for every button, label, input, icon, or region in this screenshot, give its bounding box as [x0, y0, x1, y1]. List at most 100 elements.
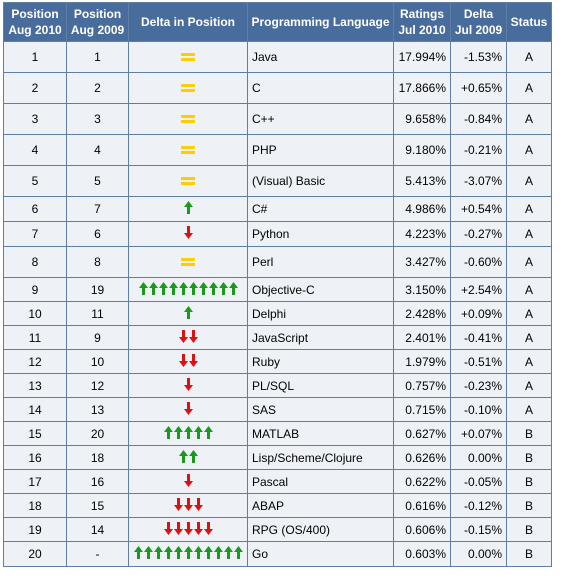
green-up-arrow-icon: [173, 546, 183, 559]
cell-language-link[interactable]: Ruby: [248, 350, 393, 373]
equal-sign-icon: [181, 146, 195, 154]
equal-sign-icon: [181, 258, 195, 266]
header-programming-language[interactable]: Programming Language: [248, 3, 393, 41]
equal-sign-icon: [181, 115, 195, 123]
position-change-indicator: [178, 353, 198, 367]
cell-position-2010: 15: [4, 422, 66, 445]
cell-position-2009: 10: [67, 350, 128, 373]
table-row: 3 3 C++ 9.658% -0.84% A: [4, 104, 551, 134]
green-up-arrow-icon: [198, 281, 208, 295]
cell-delta-position: [129, 350, 247, 373]
cell-position-2009: 15: [67, 494, 128, 517]
cell-position-2010: 8: [4, 247, 66, 277]
cell-language-link[interactable]: PL/SQL: [248, 374, 393, 397]
cell-position-2009: 11: [67, 302, 128, 325]
cell-position-2009: 18: [67, 446, 128, 469]
cell-ratings: 0.757%: [394, 374, 450, 397]
red-down-arrow-icon: [193, 521, 203, 535]
table-row: 8 8 Perl 3.427% -0.60% A: [4, 247, 551, 277]
header-delta-jul-2009[interactable]: Delta Jul 2009: [451, 3, 506, 41]
red-down-arrow-icon: [183, 473, 193, 487]
cell-position-2009: 12: [67, 374, 128, 397]
cell-ratings: 1.979%: [394, 350, 450, 373]
cell-ratings: 3.427%: [394, 247, 450, 277]
red-down-arrow-icon: [183, 497, 193, 511]
position-change-indicator: [163, 425, 213, 439]
green-up-arrow-icon: [218, 281, 228, 295]
table-row: 7 6 Python 4.223% -0.27% A: [4, 222, 551, 246]
cell-position-2010: 2: [4, 73, 66, 103]
cell-status: A: [507, 326, 551, 349]
table-row: 17 16 Pascal 0.622% -0.05% B: [4, 470, 551, 493]
header-position-aug-2010[interactable]: Position Aug 2010: [4, 3, 66, 41]
cell-status: B: [507, 470, 551, 493]
cell-position-2010: 19: [4, 518, 66, 541]
table-row: 19 14 RPG (OS/400) 0.606% -0.15% B: [4, 518, 551, 541]
cell-language-link[interactable]: Lisp/Scheme/Clojure: [248, 446, 393, 469]
cell-language-link[interactable]: ABAP: [248, 494, 393, 517]
header-delta-in-position[interactable]: Delta in Position: [129, 3, 247, 41]
cell-language-link[interactable]: JavaScript: [248, 326, 393, 349]
green-up-arrow-icon: [213, 546, 223, 559]
green-up-arrow-icon: [223, 546, 233, 559]
cell-position-2010: 3: [4, 104, 66, 134]
cell-delta: 0.00%: [451, 542, 506, 566]
cell-delta-position: [129, 42, 247, 72]
header-position-aug-2009[interactable]: Position Aug 2009: [67, 3, 128, 41]
cell-status: A: [507, 350, 551, 373]
header-status[interactable]: Status: [507, 3, 551, 41]
position-change-indicator: [181, 84, 195, 92]
position-change-indicator: [163, 521, 213, 535]
cell-language-link[interactable]: Go: [248, 542, 393, 566]
cell-ratings: 17.866%: [394, 73, 450, 103]
green-up-arrow-icon: [143, 546, 153, 559]
red-down-arrow-icon: [183, 226, 193, 239]
position-change-indicator: [178, 449, 198, 463]
table-row: 2 2 C 17.866% +0.65% A: [4, 73, 551, 103]
cell-delta: +2.54%: [451, 278, 506, 301]
table-row: 9 19 Objective-C 3.150% +2.54% A: [4, 278, 551, 301]
cell-position-2009: 5: [67, 166, 128, 196]
cell-language-link[interactable]: Java: [248, 42, 393, 72]
green-up-arrow-icon: [228, 281, 238, 295]
cell-language-link[interactable]: Python: [248, 222, 393, 246]
cell-language-link[interactable]: RPG (OS/400): [248, 518, 393, 541]
cell-language-link[interactable]: C: [248, 73, 393, 103]
cell-position-2009: 1: [67, 42, 128, 72]
green-up-arrow-icon: [178, 281, 188, 295]
cell-status: A: [507, 166, 551, 196]
cell-ratings: 9.658%: [394, 104, 450, 134]
cell-delta-position: [129, 374, 247, 397]
green-up-arrow-icon: [153, 546, 163, 559]
cell-language-link[interactable]: PHP: [248, 135, 393, 165]
cell-ratings: 2.401%: [394, 326, 450, 349]
position-change-indicator: [181, 115, 195, 123]
cell-delta-position: [129, 422, 247, 445]
cell-language-link[interactable]: Delphi: [248, 302, 393, 325]
position-change-indicator: [178, 329, 198, 343]
header-ratings-jul-2010[interactable]: Ratings Jul 2010: [394, 3, 450, 41]
table-body: 1 1 Java 17.994% -1.53% A 2 2 C 17.866% +0.65% A 3 3 C…: [4, 42, 551, 566]
green-up-arrow-icon: [233, 546, 243, 559]
cell-delta-position: [129, 278, 247, 301]
cell-language-link[interactable]: C#: [248, 197, 393, 221]
cell-language-link[interactable]: SAS: [248, 398, 393, 421]
cell-status: A: [507, 374, 551, 397]
red-down-arrow-icon: [178, 353, 188, 367]
cell-language-link[interactable]: Objective-C: [248, 278, 393, 301]
cell-language-link[interactable]: Perl: [248, 247, 393, 277]
cell-position-2010: 20: [4, 542, 66, 566]
cell-delta-position: [129, 302, 247, 325]
cell-delta: -0.10%: [451, 398, 506, 421]
cell-delta-position: [129, 398, 247, 421]
table-row: 13 12 PL/SQL 0.757% -0.23% A: [4, 374, 551, 397]
cell-language-link[interactable]: C++: [248, 104, 393, 134]
cell-position-2010: 10: [4, 302, 66, 325]
cell-language-link[interactable]: (Visual) Basic: [248, 166, 393, 196]
cell-language-link[interactable]: MATLAB: [248, 422, 393, 445]
position-change-indicator: [138, 281, 238, 295]
cell-language-link[interactable]: Pascal: [248, 470, 393, 493]
cell-ratings: 17.994%: [394, 42, 450, 72]
cell-position-2010: 11: [4, 326, 66, 349]
ranking-table-container: Position Aug 2010 Position Aug 2009 Delta …: [3, 2, 552, 567]
